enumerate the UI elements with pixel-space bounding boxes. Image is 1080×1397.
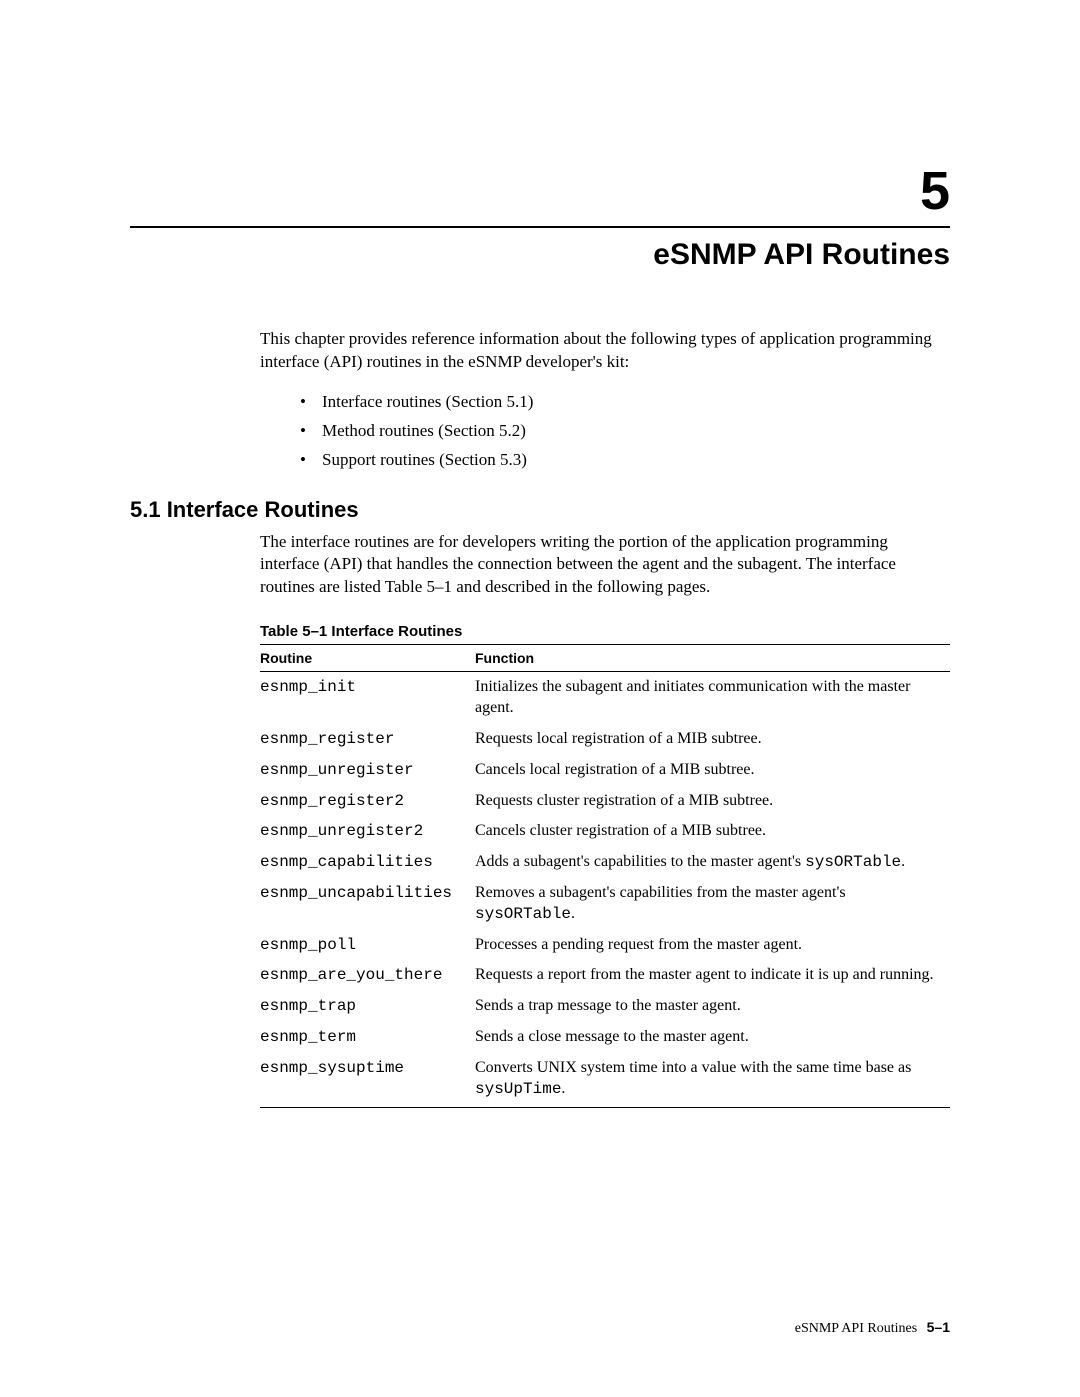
table-row: esnmp_register Requests local registrati… [260, 724, 950, 755]
routine-name: esnmp_register [260, 724, 475, 755]
routines-table: Routine Function esnmp_init Initializes … [260, 644, 950, 1108]
routine-function: Cancels cluster registration of a MIB su… [475, 816, 950, 847]
page: 5 eSNMP API Routines This chapter provid… [0, 0, 1080, 1397]
table-caption: Table 5–1 Interface Routines [260, 623, 950, 640]
table-row: esnmp_trap Sends a trap message to the m… [260, 991, 950, 1022]
func-text: Requests cluster registration of a MIB s… [475, 792, 773, 809]
func-post: . [571, 905, 575, 922]
routine-name: esnmp_capabilities [260, 847, 475, 878]
routine-function: Sends a trap message to the master agent… [475, 991, 950, 1022]
table-row: esnmp_capabilities Adds a subagent's cap… [260, 847, 950, 878]
routine-function: Initializes the subagent and initiates c… [475, 672, 950, 724]
table-header-function: Function [475, 645, 950, 672]
intro-paragraph: This chapter provides reference informat… [260, 328, 950, 374]
routine-function: Requests cluster registration of a MIB s… [475, 786, 950, 817]
func-text: Requests a report from the master agent … [475, 966, 934, 983]
table-row: esnmp_sysuptime Converts UNIX system tim… [260, 1053, 950, 1108]
routine-name: esnmp_term [260, 1022, 475, 1053]
func-text: Sends a trap message to the master agent… [475, 997, 741, 1014]
func-mono: sysORTable [475, 905, 571, 923]
intro-bullet: Interface routines (Section 5.1) [300, 388, 950, 417]
func-text: Sends a close message to the master agen… [475, 1028, 749, 1045]
routine-function: Converts UNIX system time into a value w… [475, 1053, 950, 1108]
func-mono: sysORTable [805, 853, 901, 871]
routine-function: Cancels local registration of a MIB subt… [475, 755, 950, 786]
chapter-title: eSNMP API Routines [130, 238, 950, 272]
table-row: esnmp_unregister2 Cancels cluster regist… [260, 816, 950, 847]
section-paragraph: The interface routines are for developer… [260, 531, 950, 600]
func-mono: sysUpTime [475, 1080, 561, 1098]
section-heading: 5.1 Interface Routines [130, 497, 950, 523]
intro-bullet-list: Interface routines (Section 5.1) Method … [300, 388, 950, 475]
routine-function: Sends a close message to the master agen… [475, 1022, 950, 1053]
routine-name: esnmp_unregister [260, 755, 475, 786]
func-text: Initializes the subagent and initiates c… [475, 678, 910, 716]
routine-function: Adds a subagent's capabilities to the ma… [475, 847, 950, 878]
footer-label: eSNMP API Routines [795, 1321, 917, 1336]
intro-bullet: Support routines (Section 5.3) [300, 446, 950, 475]
func-text: Processes a pending request from the mas… [475, 936, 802, 953]
table-row: esnmp_uncapabilities Removes a subagent'… [260, 878, 950, 930]
page-footer: eSNMP API Routines 5–1 [795, 1319, 950, 1337]
func-text: Adds a subagent's capabilities to the ma… [475, 853, 805, 870]
chapter-rule [130, 226, 950, 228]
func-text: Cancels local registration of a MIB subt… [475, 761, 754, 778]
routine-name: esnmp_uncapabilities [260, 878, 475, 930]
routine-function: Requests a report from the master agent … [475, 960, 950, 991]
table-row: esnmp_term Sends a close message to the … [260, 1022, 950, 1053]
routine-name: esnmp_register2 [260, 786, 475, 817]
routine-name: esnmp_poll [260, 930, 475, 961]
chapter-number: 5 [130, 160, 950, 222]
routine-name: esnmp_sysuptime [260, 1053, 475, 1108]
func-text: Cancels cluster registration of a MIB su… [475, 822, 766, 839]
routine-name: esnmp_are_you_there [260, 960, 475, 991]
routine-name: esnmp_trap [260, 991, 475, 1022]
routine-name: esnmp_unregister2 [260, 816, 475, 847]
intro-bullet: Method routines (Section 5.2) [300, 417, 950, 446]
table-body: esnmp_init Initializes the subagent and … [260, 672, 950, 1108]
func-text: Converts UNIX system time into a value w… [475, 1059, 911, 1076]
func-post: . [561, 1080, 565, 1097]
table-row: esnmp_are_you_there Requests a report fr… [260, 960, 950, 991]
table-row: esnmp_register2 Requests cluster registr… [260, 786, 950, 817]
routine-function: Removes a subagent's capabilities from t… [475, 878, 950, 930]
table-row: esnmp_init Initializes the subagent and … [260, 672, 950, 724]
routine-function: Processes a pending request from the mas… [475, 930, 950, 961]
routine-name: esnmp_init [260, 672, 475, 724]
footer-page-number: 5–1 [927, 1319, 950, 1335]
table-header-routine: Routine [260, 645, 475, 672]
func-text: Requests local registration of a MIB sub… [475, 730, 762, 747]
table-row: esnmp_unregister Cancels local registrat… [260, 755, 950, 786]
table-row: esnmp_poll Processes a pending request f… [260, 930, 950, 961]
table-header-row: Routine Function [260, 645, 950, 672]
routine-function: Requests local registration of a MIB sub… [475, 724, 950, 755]
func-text: Removes a subagent's capabilities from t… [475, 884, 846, 901]
func-post: . [901, 853, 905, 870]
